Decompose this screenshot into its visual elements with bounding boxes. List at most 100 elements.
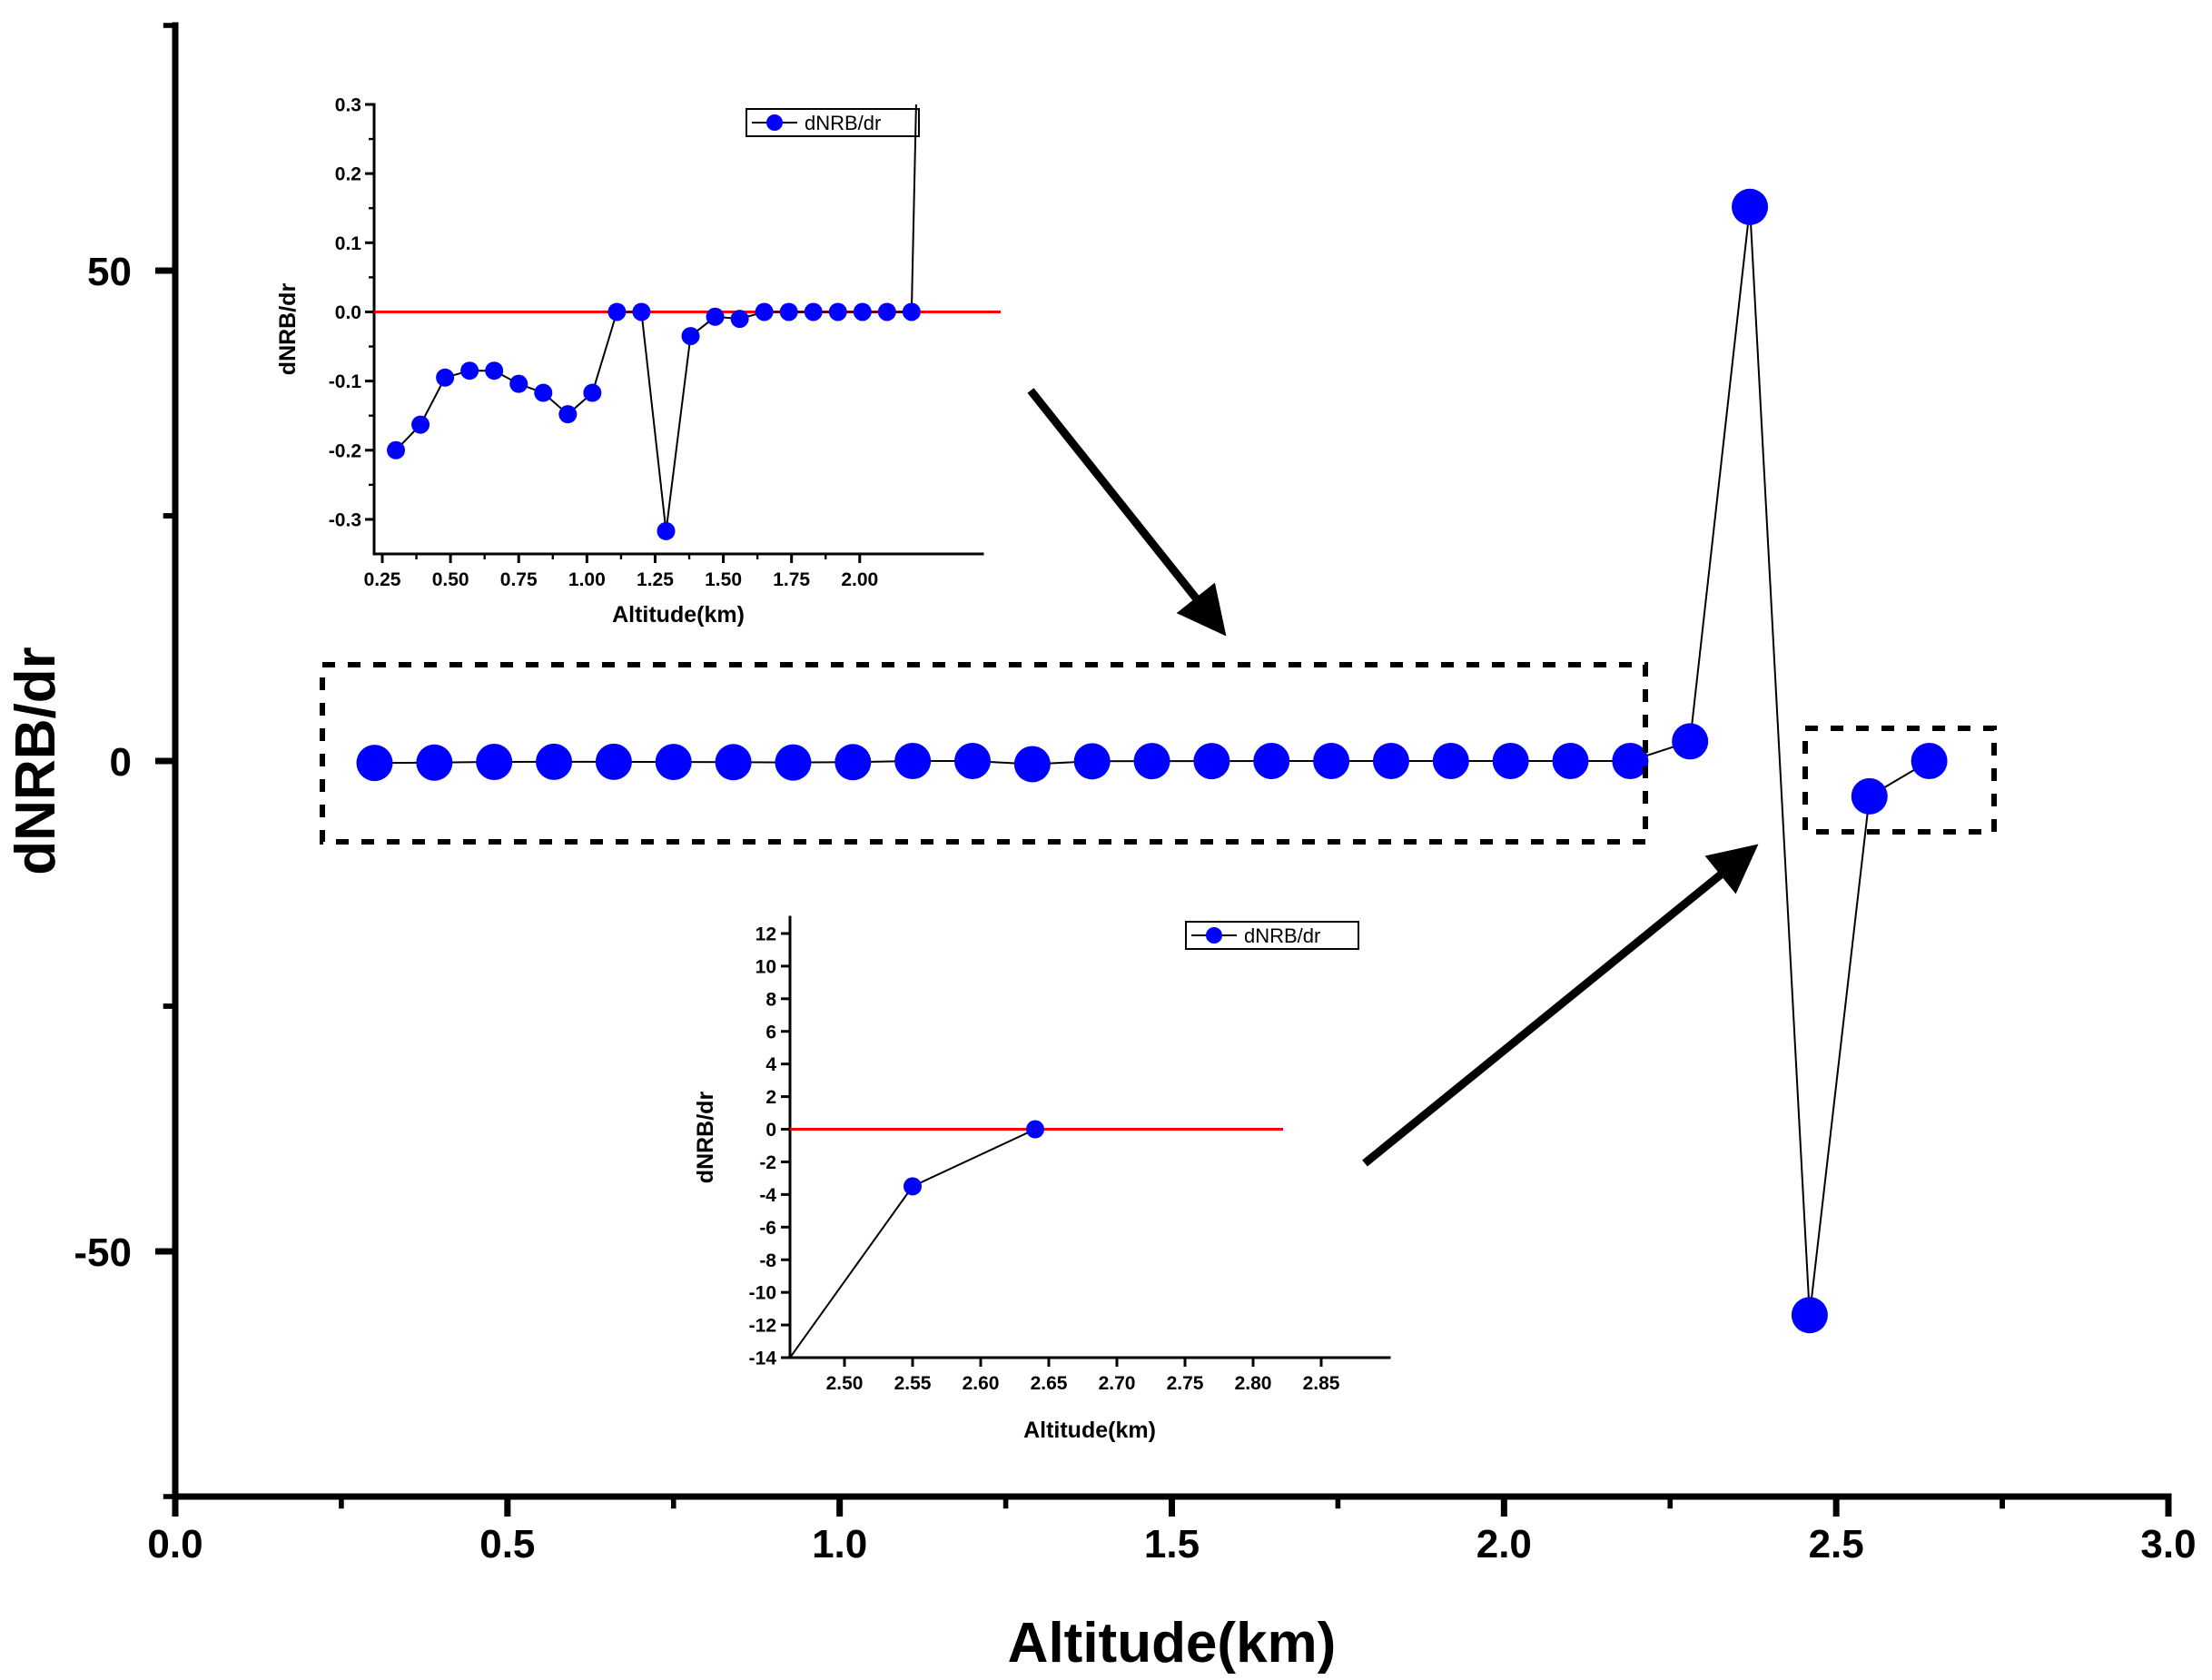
x-tick-label: 0.0 — [147, 1522, 202, 1566]
data-point — [536, 743, 573, 780]
data-point — [1732, 188, 1769, 225]
data-point — [1026, 1120, 1044, 1139]
data-point — [607, 302, 627, 321]
data-point — [1372, 743, 1409, 779]
arrow-to-low-box — [1027, 388, 1227, 637]
highlight-box-high-altitude — [1802, 726, 1997, 835]
x-tick-label: 1.25 — [637, 569, 674, 590]
data-point — [1193, 743, 1230, 780]
data-point — [436, 368, 455, 387]
x-tick-label: 1.75 — [773, 569, 810, 590]
data-point — [1313, 743, 1350, 779]
y-tick-label: 0.2 — [335, 164, 361, 185]
series-line — [789, 1128, 1036, 1359]
y-tick-label: -50 — [74, 1230, 132, 1275]
data-point — [387, 440, 406, 460]
data-point — [411, 415, 430, 434]
y-tick-label: 6 — [765, 1022, 776, 1043]
data-point — [804, 302, 823, 321]
data-point — [894, 743, 932, 779]
y-tick-label: 0.0 — [335, 302, 361, 323]
legend-box — [1185, 921, 1359, 950]
data-point — [715, 744, 752, 781]
data-point — [904, 1177, 922, 1196]
y-tick-label: -14 — [749, 1349, 777, 1369]
x-tick-label: 0.75 — [500, 569, 538, 590]
y-axis-label: dNRB/dr — [5, 647, 67, 875]
legend-marker — [1206, 927, 1222, 944]
legend-label: dNRB/dr — [805, 112, 881, 134]
x-tick-label: 2.80 — [1235, 1373, 1272, 1394]
data-point — [1612, 743, 1649, 779]
y-axis-label: dNRB/dr — [275, 283, 301, 376]
data-point — [655, 744, 692, 781]
x-tick-label: 0.25 — [364, 569, 401, 590]
x-tick-label: 2.70 — [1099, 1373, 1136, 1394]
y-tick-label: 12 — [755, 924, 776, 945]
data-point — [1013, 746, 1051, 783]
x-tick-label: 0.5 — [479, 1522, 535, 1566]
data-point — [1911, 743, 1948, 779]
data-point — [1552, 743, 1589, 779]
highlight-box-low-altitude — [320, 662, 1648, 845]
x-tick-label: 2.55 — [894, 1373, 932, 1394]
y-tick-label: -0.2 — [329, 440, 361, 461]
y-tick-label: -0.1 — [329, 371, 362, 392]
y-tick-label: 0 — [765, 1120, 776, 1141]
legend-marker — [766, 114, 783, 131]
data-point — [657, 521, 676, 540]
y-tick-label: 0.1 — [335, 233, 362, 254]
y-tick-label: 4 — [765, 1054, 776, 1075]
data-point — [1073, 743, 1111, 780]
x-tick-label: 2.5 — [1809, 1522, 1864, 1566]
x-axis-label: Altitude(km) — [612, 602, 745, 628]
data-point — [834, 744, 872, 781]
data-point — [775, 744, 812, 781]
y-tick-label: 0.3 — [335, 95, 361, 116]
data-point — [1791, 1297, 1828, 1334]
data-point — [416, 744, 453, 781]
x-tick-label: 1.0 — [812, 1522, 867, 1566]
data-point — [485, 361, 504, 380]
data-point — [1432, 743, 1469, 779]
data-point — [902, 302, 921, 321]
x-tick-label: 1.00 — [568, 569, 606, 590]
data-point — [681, 327, 700, 346]
y-tick-label: 10 — [755, 956, 776, 977]
data-point — [779, 302, 798, 321]
y-tick-label: -4 — [759, 1185, 776, 1206]
data-point — [476, 743, 513, 780]
data-point — [706, 307, 725, 326]
y-axis-label: dNRB/dr — [693, 1092, 718, 1184]
data-point — [755, 302, 774, 321]
y-tick-label: -6 — [759, 1218, 776, 1239]
main-axes: 0.0 0.5 1.0 1.5 2.0 2.5 3.0 -50 0 50 Altitude(km) d… — [5, 22, 2197, 1675]
data-point — [558, 405, 578, 424]
data-point — [954, 743, 991, 779]
data-point — [632, 302, 651, 321]
inset-bottom-axes: 2.50 2.55 2.60 2.65 2.70 2.75 2.80 2.85 -14 -12 -1… — [693, 915, 1391, 1443]
y-tick-label: -10 — [749, 1283, 776, 1304]
data-point — [583, 383, 602, 402]
x-tick-label: 2.00 — [841, 569, 878, 590]
x-axis-label: Altitude(km) — [1008, 1612, 1337, 1675]
y-tick-label: 50 — [87, 250, 132, 294]
main-series — [356, 188, 1948, 1334]
data-point — [1253, 743, 1290, 779]
data-point — [730, 310, 749, 329]
data-point — [509, 374, 528, 393]
y-tick-label: 0 — [110, 740, 132, 785]
data-point — [853, 302, 872, 321]
x-axis-label: Altitude(km) — [1023, 1418, 1156, 1443]
x-tick-label: 2.75 — [1167, 1373, 1204, 1394]
y-tick-label: 8 — [765, 989, 776, 1010]
data-point — [828, 302, 847, 321]
y-tick-label: -0.3 — [329, 509, 361, 530]
x-tick-label: 2.50 — [826, 1373, 864, 1394]
data-point — [1133, 743, 1170, 780]
data-point — [460, 361, 479, 380]
arrow-to-high-box — [1362, 844, 1759, 1167]
y-tick-label: -8 — [759, 1250, 776, 1271]
x-tick-label: 0.50 — [432, 569, 469, 590]
